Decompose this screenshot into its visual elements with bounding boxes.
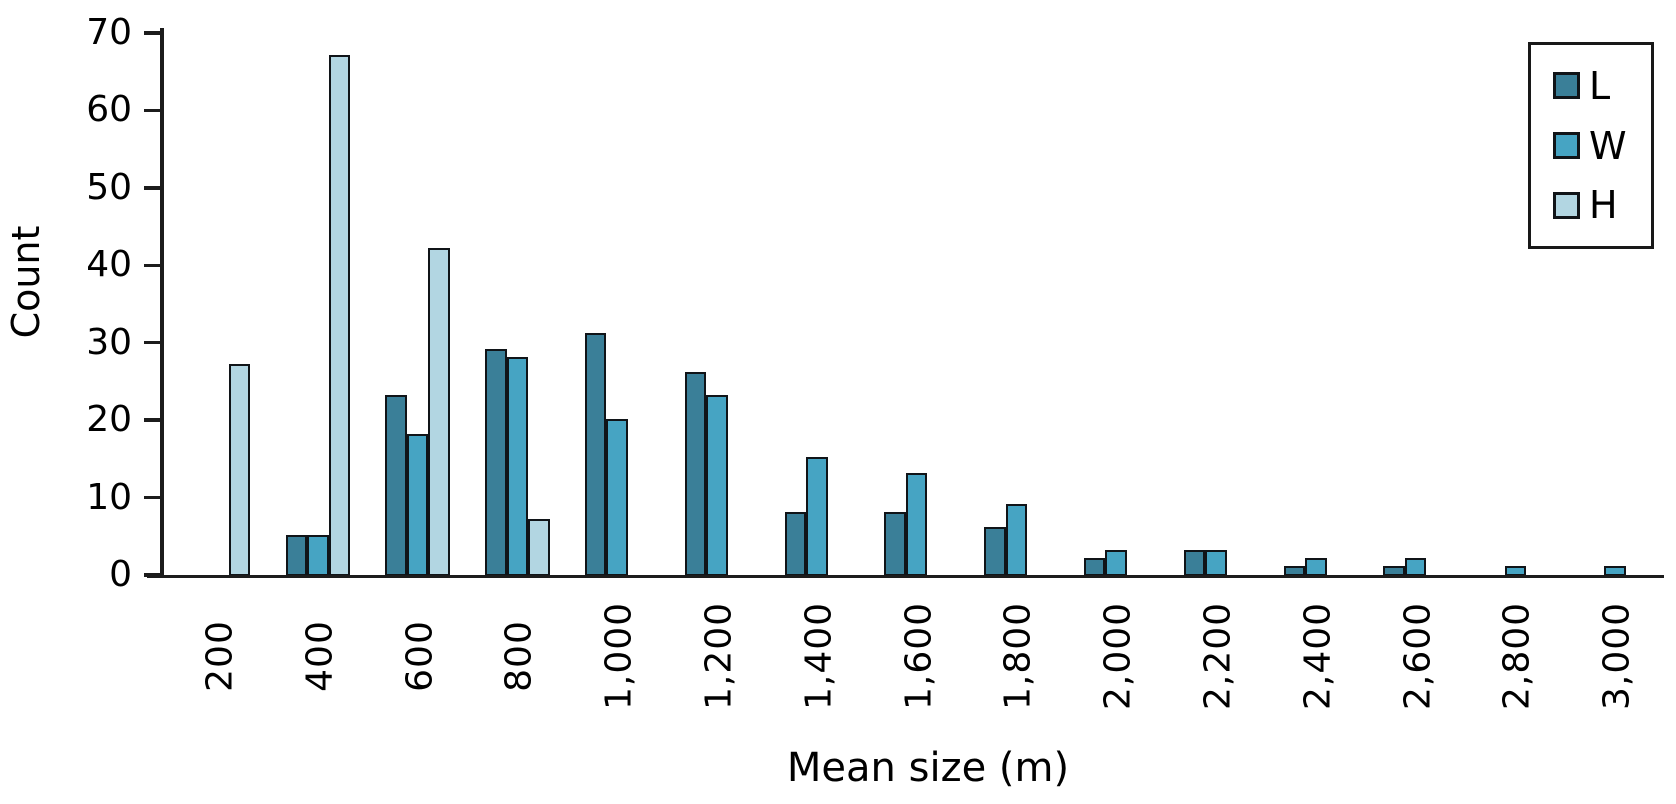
legend-item-W: W (1553, 127, 1651, 165)
x-axis-title: Mean size (m) (786, 745, 1070, 791)
y-tick-label: 0 (109, 554, 132, 595)
legend-item-L: L (1553, 67, 1651, 105)
legend-swatch-icon (1553, 132, 1580, 159)
legend-item-H: H (1553, 186, 1651, 224)
y-tick-label: 30 (86, 321, 132, 363)
bar-W-600 (406, 434, 429, 576)
legend-label: H (1589, 183, 1618, 228)
bar-L-1800 (984, 527, 1006, 576)
x-tick-label: 2,000 (1097, 601, 1139, 711)
x-tick-label: 2,200 (1197, 601, 1239, 711)
bar-L-1200 (684, 372, 707, 576)
bar-L-2200 (1183, 550, 1206, 576)
y-tick-label: 40 (86, 244, 132, 286)
bar-W-2000 (1105, 550, 1127, 576)
x-tick-label: 1,400 (798, 601, 840, 711)
bar-L-2000 (1083, 558, 1106, 576)
y-tick-mark (144, 573, 160, 577)
x-tick-label: 3,000 (1596, 601, 1638, 711)
x-tick-label: 1,000 (598, 601, 640, 711)
x-tick-label: 2,600 (1397, 601, 1439, 711)
bar-W-2600 (1404, 558, 1427, 576)
bar-W-1400 (806, 457, 828, 576)
x-tick-label: 1,800 (997, 601, 1039, 711)
bar-W-1200 (706, 395, 728, 576)
x-tick-label: 400 (299, 620, 341, 692)
bar-W-1600 (905, 472, 928, 576)
y-tick-mark (144, 418, 160, 422)
x-tick-label: 600 (399, 620, 441, 692)
bar-H-600 (428, 248, 450, 576)
y-tick-label: 60 (86, 89, 132, 131)
bar-H-400 (328, 54, 351, 576)
x-tick-label: 1,600 (898, 601, 940, 711)
x-tick-label: 800 (498, 620, 540, 692)
legend-label: W (1589, 123, 1627, 168)
bar-L-600 (385, 395, 407, 576)
bar-W-800 (506, 356, 529, 576)
y-axis-title: Count (4, 225, 48, 339)
bar-L-400 (285, 534, 308, 576)
bar-H-800 (528, 519, 550, 576)
y-tick-mark (144, 495, 160, 500)
bar-W-1000 (606, 418, 628, 576)
y-tick-label: 10 (86, 476, 132, 518)
y-tick-label: 70 (86, 12, 132, 53)
bar-L-1000 (584, 333, 607, 576)
bar-W-2200 (1205, 550, 1227, 576)
y-tick-mark (144, 31, 160, 35)
y-tick-mark (144, 340, 160, 345)
y-tick-mark (144, 108, 160, 113)
x-tick-label: 2,400 (1297, 601, 1339, 711)
y-tick-label: 20 (86, 399, 132, 441)
bar-L-1600 (884, 511, 906, 576)
y-axis-line (160, 28, 164, 578)
bar-L-800 (485, 348, 507, 576)
bar-W-1800 (1005, 503, 1028, 576)
bar-W-400 (307, 534, 329, 576)
x-tick-label: 200 (199, 620, 241, 692)
y-tick-mark (144, 263, 160, 268)
y-tick-label: 50 (86, 166, 132, 208)
legend-swatch-icon (1553, 72, 1580, 100)
x-tick-label: 1,200 (698, 601, 740, 711)
plot-area (228, 54, 1626, 576)
legend-swatch-icon (1553, 191, 1580, 219)
x-axis-line (147, 574, 1664, 578)
x-tick-label: 2,800 (1496, 601, 1538, 711)
bar-W-2400 (1305, 558, 1327, 576)
legend-label: L (1589, 63, 1611, 108)
bar-L-1400 (784, 511, 807, 576)
bar-H-200 (228, 364, 251, 576)
y-tick-mark (144, 186, 160, 190)
